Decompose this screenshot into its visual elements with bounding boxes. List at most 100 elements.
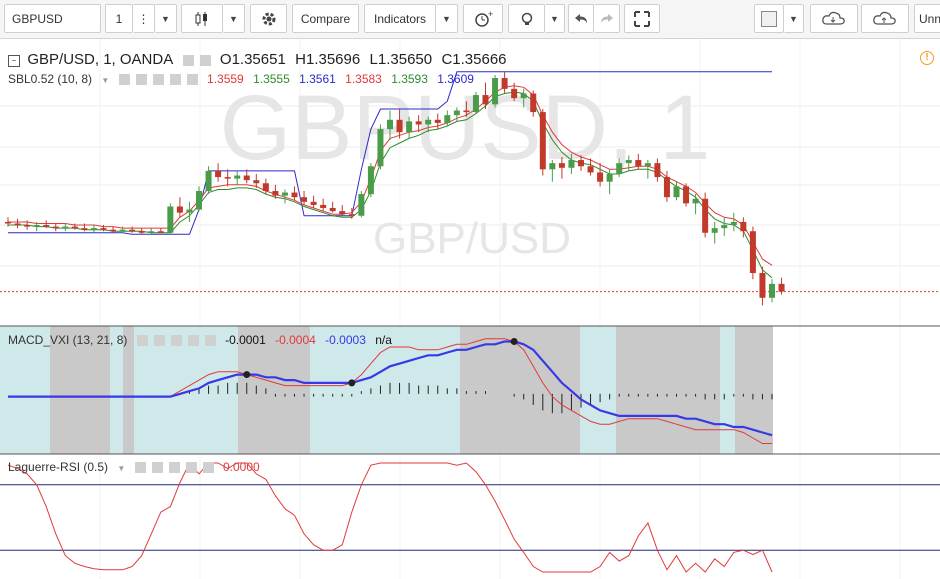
idea-button[interactable] bbox=[508, 4, 545, 33]
rsi-settings-icon[interactable] bbox=[151, 462, 163, 474]
rsi-remove-icon[interactable] bbox=[202, 462, 214, 474]
candle-body bbox=[749, 231, 756, 274]
cloud-download-icon bbox=[822, 11, 845, 25]
grid-lines bbox=[0, 39, 940, 579]
interval-more-icon[interactable]: ⋮ bbox=[133, 4, 155, 33]
macd-band bbox=[720, 326, 735, 454]
undo-button[interactable] bbox=[568, 4, 594, 33]
sbl-visibility-icon[interactable] bbox=[118, 74, 130, 86]
candle-body bbox=[568, 160, 575, 168]
load-layout-button[interactable] bbox=[810, 4, 858, 33]
candle-body bbox=[358, 194, 365, 216]
macd-value-2: -0.0004 bbox=[275, 333, 316, 347]
macd-band bbox=[134, 326, 238, 454]
sbl-source-icon[interactable] bbox=[152, 74, 164, 86]
candlestick-icon bbox=[195, 11, 207, 26]
macd-visibility-icon[interactable] bbox=[136, 335, 148, 347]
chart-style-dropdown-icon[interactable]: ▼ bbox=[223, 4, 245, 33]
candle-body bbox=[683, 186, 690, 204]
interval-button[interactable]: 1 bbox=[105, 4, 133, 33]
candle-body bbox=[24, 225, 31, 227]
redo-button[interactable] bbox=[594, 4, 620, 33]
macd-band bbox=[238, 326, 310, 454]
candle-body bbox=[196, 191, 202, 210]
sbl-value-4: 1.3583 bbox=[345, 72, 382, 86]
macd-remove-icon[interactable] bbox=[204, 335, 216, 347]
close-value: C1.35666 bbox=[441, 51, 507, 68]
sbl-value-2: 1.3555 bbox=[253, 72, 290, 86]
indicators-button[interactable]: Indicators bbox=[364, 4, 436, 33]
sbl-add-icon[interactable] bbox=[169, 74, 181, 86]
macd-legend: MACD_VXI (13, 21, 8) -0.0001 -0.0004 -0.… bbox=[8, 333, 398, 347]
sbl-remove-icon[interactable] bbox=[186, 74, 198, 86]
rsi-source-icon[interactable] bbox=[168, 462, 180, 474]
rsi-lines bbox=[0, 462, 940, 573]
candle-body bbox=[129, 229, 136, 232]
series-title: GBP/USD, 1, OANDA bbox=[27, 51, 174, 68]
alarm-clock-icon: + bbox=[475, 10, 493, 27]
rsi-legend: Laguerre-RSI (0.5) ▼ 0.0000 bbox=[8, 460, 266, 474]
candle-body bbox=[730, 221, 737, 226]
open-value: O1.35651 bbox=[219, 51, 286, 68]
candle-body bbox=[673, 186, 680, 198]
macd-settings-icon[interactable] bbox=[153, 335, 165, 347]
candle-body bbox=[692, 198, 699, 204]
alert-button[interactable]: + bbox=[463, 4, 503, 33]
rsi-dropdown-icon[interactable]: ▼ bbox=[117, 464, 126, 473]
candle-body bbox=[482, 95, 489, 105]
candle-body bbox=[253, 180, 260, 184]
candle-body bbox=[62, 226, 69, 229]
interval-dropdown-icon[interactable]: ▼ bbox=[155, 4, 177, 33]
macd-source-icon[interactable] bbox=[170, 335, 182, 347]
fullscreen-button[interactable] bbox=[624, 4, 660, 33]
idea-dropdown-icon[interactable]: ▼ bbox=[545, 4, 565, 33]
candle-body bbox=[492, 78, 499, 105]
layout-name-button[interactable]: Unn bbox=[914, 4, 940, 33]
info-icon[interactable]: ! bbox=[920, 51, 934, 65]
candle-body bbox=[148, 231, 155, 233]
cloud-upload-icon bbox=[873, 11, 896, 25]
candles bbox=[0, 71, 940, 306]
candle-body bbox=[759, 273, 766, 298]
candle-body bbox=[377, 129, 384, 167]
lightbulb-icon bbox=[521, 12, 532, 25]
candle-body bbox=[320, 204, 327, 209]
candle-body bbox=[635, 160, 642, 167]
sbl-settings-icon[interactable] bbox=[135, 74, 147, 86]
sbl-value-6: 1.3609 bbox=[437, 72, 474, 86]
chart-area: GBPUSD, 1 GBP/USD − GBP/USD, 1, OANDA O1… bbox=[0, 39, 940, 579]
macd-value-4: n/a bbox=[375, 333, 392, 347]
rsi-title: Laguerre-RSI (0.5) bbox=[8, 460, 109, 474]
candle-body bbox=[339, 211, 346, 215]
series-settings-icon[interactable] bbox=[199, 55, 211, 67]
sbl-dropdown-icon[interactable]: ▼ bbox=[101, 76, 110, 85]
macd-add-icon[interactable] bbox=[187, 335, 199, 347]
candle-body bbox=[119, 229, 126, 232]
chart-style-button[interactable] bbox=[181, 4, 223, 33]
indicators-dropdown-icon[interactable]: ▼ bbox=[436, 4, 458, 33]
candle-body bbox=[406, 121, 413, 133]
macd-cross-dot bbox=[510, 338, 518, 346]
rsi-visibility-icon[interactable] bbox=[134, 462, 146, 474]
sbl-title: SBL0.52 (10, 8) bbox=[8, 72, 93, 86]
candle-body bbox=[234, 175, 241, 179]
rsi-add-icon[interactable] bbox=[185, 462, 197, 474]
chart-svg[interactable]: GBPUSD, 1 GBP/USD bbox=[0, 39, 940, 579]
series-visibility-icon[interactable] bbox=[182, 55, 194, 67]
high-value: H1.35696 bbox=[295, 51, 361, 68]
candle-body bbox=[425, 119, 432, 125]
save-layout-button[interactable] bbox=[861, 4, 909, 33]
color-swatch-button[interactable] bbox=[754, 4, 784, 33]
color-swatch-dropdown-icon[interactable]: ▼ bbox=[784, 4, 804, 33]
candle-body bbox=[463, 110, 470, 113]
candle-body bbox=[702, 198, 709, 233]
legend-collapse-icon[interactable]: − bbox=[8, 54, 20, 67]
candle-body bbox=[415, 121, 422, 125]
candle-body bbox=[597, 172, 604, 182]
compare-button[interactable]: Compare bbox=[292, 4, 359, 33]
candle-body bbox=[434, 119, 441, 123]
settings-button[interactable] bbox=[250, 4, 287, 33]
candle-body bbox=[721, 225, 728, 229]
candle-body bbox=[329, 208, 336, 212]
symbol-search-input[interactable]: GBPUSD bbox=[4, 4, 101, 33]
